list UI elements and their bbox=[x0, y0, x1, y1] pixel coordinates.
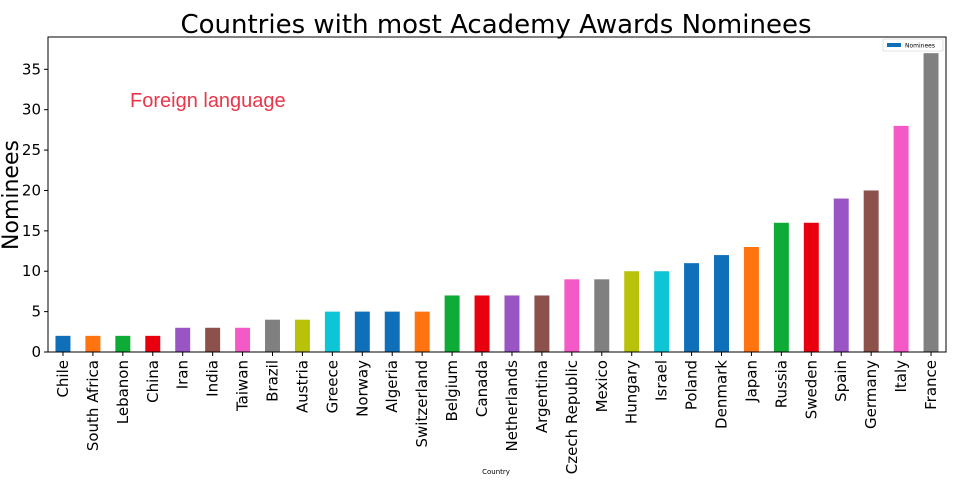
x-tick-label: Iran bbox=[174, 360, 192, 389]
chart-title: Countries with most Academy Awards Nomin… bbox=[180, 10, 811, 40]
bar-japan bbox=[743, 247, 759, 352]
x-tick-label: India bbox=[204, 360, 222, 397]
bar-chile bbox=[55, 335, 71, 352]
bar-mexico bbox=[594, 279, 610, 352]
legend-box bbox=[882, 38, 944, 52]
x-tick-label: China bbox=[144, 360, 162, 403]
x-tick-label: Taiwan bbox=[234, 360, 252, 412]
bar-switzerland bbox=[414, 311, 430, 352]
legend-label: Nominees bbox=[905, 43, 935, 50]
bar-greece bbox=[324, 311, 340, 352]
x-tick-label: Norway bbox=[353, 360, 371, 417]
x-tick-label: Belgium bbox=[443, 360, 461, 422]
legend-swatch bbox=[887, 43, 901, 47]
bar-lebanon bbox=[115, 335, 131, 352]
x-tick-label: Chile bbox=[54, 360, 72, 398]
bar-china bbox=[145, 335, 161, 352]
bar-poland bbox=[684, 263, 700, 352]
bar-israel bbox=[654, 271, 670, 352]
x-tick-label: Brazil bbox=[264, 360, 282, 402]
x-tick-label: Japan bbox=[742, 360, 760, 403]
x-tick-label: Spain bbox=[832, 360, 850, 402]
x-tick-label: South Africa bbox=[84, 360, 102, 451]
y-tick-label: 25 bbox=[22, 141, 41, 159]
bar-hungary bbox=[624, 271, 640, 352]
x-tick-label: Netherlands bbox=[503, 360, 521, 452]
bar-france bbox=[923, 53, 939, 353]
x-tick-label: Lebanon bbox=[114, 360, 132, 424]
bar-algeria bbox=[384, 311, 400, 352]
y-tick-label: 35 bbox=[22, 60, 41, 78]
bar-canada bbox=[474, 295, 490, 352]
bar-norway bbox=[354, 311, 370, 352]
x-tick-label: Austria bbox=[293, 360, 311, 413]
x-tick-label: Mexico bbox=[593, 360, 611, 412]
bar-spain bbox=[833, 198, 849, 352]
x-tick-label: Canada bbox=[473, 360, 491, 417]
bar-belgium bbox=[444, 295, 460, 352]
y-tick-label: 30 bbox=[22, 101, 41, 119]
bar-brazil bbox=[265, 319, 280, 352]
bar-austria bbox=[294, 319, 310, 352]
bar-italy bbox=[893, 125, 909, 352]
bar-denmark bbox=[714, 255, 729, 352]
bar-iran bbox=[175, 327, 191, 352]
x-tick-label: Hungary bbox=[623, 360, 641, 424]
x-tick-label: Argentina bbox=[533, 360, 551, 433]
y-axis-label: Nominees bbox=[0, 140, 24, 250]
bars bbox=[55, 53, 939, 353]
bar-india bbox=[205, 327, 221, 352]
x-tick-label: Italy bbox=[892, 360, 910, 393]
x-tick-label: Denmark bbox=[713, 360, 731, 429]
bar-taiwan bbox=[235, 327, 251, 352]
y-tick-label: 0 bbox=[31, 343, 41, 361]
x-tick-label: Algeria bbox=[383, 360, 401, 413]
x-tick-label: France bbox=[922, 360, 940, 410]
x-tick-label: Greece bbox=[323, 360, 341, 413]
y-tick-label: 5 bbox=[31, 303, 41, 321]
x-tick-label: Russia bbox=[772, 360, 790, 408]
x-tick-label: Poland bbox=[683, 360, 701, 410]
x-axis-ticks: Chile South Africa Lebanon China Iran India Ta… bbox=[54, 352, 940, 474]
bar-czech-republic bbox=[564, 279, 580, 352]
x-tick-label: Sweden bbox=[802, 360, 820, 419]
bar-netherlands bbox=[504, 295, 520, 352]
plot-frame bbox=[47, 36, 947, 353]
foreign-language-annotation: Foreign language bbox=[130, 90, 286, 112]
y-tick-label: 10 bbox=[22, 262, 41, 280]
bar-south-africa bbox=[85, 335, 101, 352]
x-tick-label: Czech Republic bbox=[563, 360, 581, 474]
x-axis-label: Country bbox=[482, 468, 510, 476]
bar-sweden bbox=[803, 222, 819, 352]
legend: Nominees bbox=[882, 38, 944, 52]
y-tick-label: 15 bbox=[22, 222, 41, 240]
bar-argentina bbox=[534, 295, 550, 352]
x-tick-label: Germany bbox=[862, 360, 880, 429]
x-tick-label: Switzerland bbox=[413, 360, 431, 448]
y-tick-label: 20 bbox=[22, 181, 41, 199]
bar-germany bbox=[863, 190, 879, 352]
bar-russia bbox=[773, 222, 789, 352]
y-axis-ticks: 0 5 10 15 20 25 30 35 bbox=[22, 60, 48, 361]
x-tick-label: Israel bbox=[653, 360, 671, 401]
